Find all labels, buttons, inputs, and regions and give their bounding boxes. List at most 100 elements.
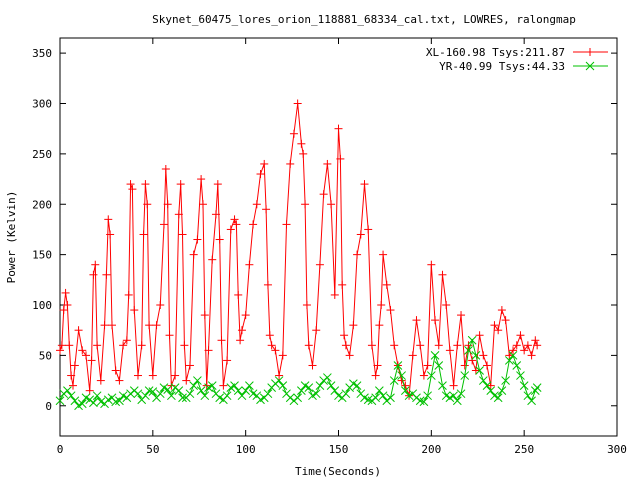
x-tick-label-3: 150 (329, 443, 349, 456)
series-0-point-122 (397, 376, 406, 385)
series-1-point-33 (178, 393, 187, 403)
series-0-point-102 (336, 154, 345, 163)
series-1-point-109 (460, 371, 470, 380)
series-0-point-50 (182, 376, 191, 385)
series-0-point-114 (373, 361, 382, 370)
series-0-point-37 (148, 371, 157, 380)
series-0-point-41 (161, 164, 170, 173)
series-1-point-23 (141, 391, 150, 401)
series-1-point-122 (508, 351, 518, 360)
series-1-point-100 (426, 371, 436, 380)
series-0-point-133 (438, 270, 447, 279)
series-0-point-38 (152, 321, 161, 330)
series-0-point-12 (85, 386, 94, 395)
series-0-point-43 (165, 331, 174, 340)
series-0-point-7 (68, 381, 77, 390)
series-line-1 (59, 338, 538, 407)
series-0-point-23 (111, 366, 120, 375)
series-0-point-82 (271, 346, 280, 355)
series-0-point-76 (256, 170, 265, 179)
series-0-point-56 (200, 311, 209, 320)
series-0-point-88 (293, 99, 302, 108)
series-1-point-98 (419, 397, 429, 407)
series-1-point-87 (378, 391, 388, 401)
series-1-point-89 (386, 393, 395, 403)
series-1-point-9 (89, 398, 98, 408)
legend-marker-1 (585, 61, 595, 71)
y-tick-label-5: 250 (32, 148, 52, 161)
series-0-point-10 (78, 346, 87, 355)
series-0-point-99 (327, 200, 336, 209)
series-1-point-118 (493, 393, 503, 403)
series-1-point-114 (478, 376, 488, 385)
series-1-point-108 (456, 389, 466, 399)
series-0-point-85 (282, 220, 291, 229)
series-1-point-127 (527, 396, 536, 406)
series-0-point-138 (457, 311, 466, 320)
series-0-point-58 (204, 346, 213, 355)
series-1-point-124 (516, 371, 525, 380)
series-0-point-139 (460, 361, 469, 370)
series-0-point-125 (408, 351, 417, 360)
series-0-point-1 (57, 341, 66, 350)
chart-title: Skynet_60475_lores_orion_118881_68334_ca… (152, 13, 576, 26)
series-1-point-102 (434, 361, 444, 370)
series-0-point-111 (364, 225, 373, 234)
x-tick-label-1: 50 (146, 443, 159, 456)
series-0-point-8 (70, 361, 79, 370)
series-0-point-91 (301, 200, 310, 209)
series-0-point-49 (180, 341, 189, 350)
series-0-point-116 (377, 301, 386, 310)
series-0-point-101 (334, 124, 343, 133)
series-0-point-20 (104, 215, 113, 224)
series-0-point-128 (419, 371, 428, 380)
series-1-point-119 (497, 386, 507, 396)
series-0-point-134 (442, 301, 451, 310)
series-0-point-130 (427, 260, 436, 269)
y-tick-label-3: 150 (32, 249, 52, 262)
series-1-point-90 (389, 376, 399, 385)
series-1-point-70 (315, 381, 325, 390)
series-0-point-73 (245, 260, 254, 269)
series-0-point-89 (297, 139, 306, 148)
series-0-point-42 (163, 200, 172, 209)
series-0-point-90 (299, 149, 308, 158)
series-0-point-100 (330, 290, 339, 299)
series-0-point-93 (304, 341, 313, 350)
legend-label-0: XL-160.98 Tsys:211.87 (426, 46, 565, 59)
series-0-point-36 (145, 321, 154, 330)
series-0-point-143 (475, 331, 484, 340)
series-1-point-67 (304, 383, 314, 392)
series-1-point-25 (148, 387, 158, 397)
series-1-point-80 (352, 381, 362, 390)
series-0-point-40 (159, 220, 168, 229)
series-1-point-92 (397, 371, 406, 380)
series-0-point-144 (479, 351, 488, 360)
series-0-point-80 (265, 331, 274, 340)
series-0-point-127 (416, 341, 425, 350)
series-1-point-30 (167, 391, 176, 401)
series-0-point-75 (252, 200, 261, 209)
series-0-point-158 (531, 336, 540, 345)
series-0-point-145 (483, 361, 492, 370)
series-1-point-110 (464, 346, 473, 355)
series-0-point-96 (315, 260, 324, 269)
series-0-point-106 (345, 351, 354, 360)
series-0-point-48 (178, 230, 187, 239)
y-tick-label-6: 300 (32, 97, 52, 110)
series-1-point-91 (393, 361, 403, 370)
series-1-point-101 (430, 351, 440, 360)
series-1-point-51 (245, 381, 254, 390)
x-axis: 0 50 100 150 200 250 300 (57, 38, 627, 456)
series-1-point-125 (519, 381, 529, 390)
x-tick-label-0: 0 (57, 443, 64, 456)
y-tick-label-1: 50 (39, 349, 52, 362)
series-0-point-55 (198, 200, 207, 209)
series-0-point-152 (509, 346, 518, 355)
series-0-point-26 (122, 336, 131, 345)
series-0-point-137 (453, 341, 462, 350)
series-0-point-15 (91, 260, 100, 269)
series-0-point-132 (434, 341, 443, 350)
x-axis-label: Time(Seconds) (295, 465, 381, 478)
